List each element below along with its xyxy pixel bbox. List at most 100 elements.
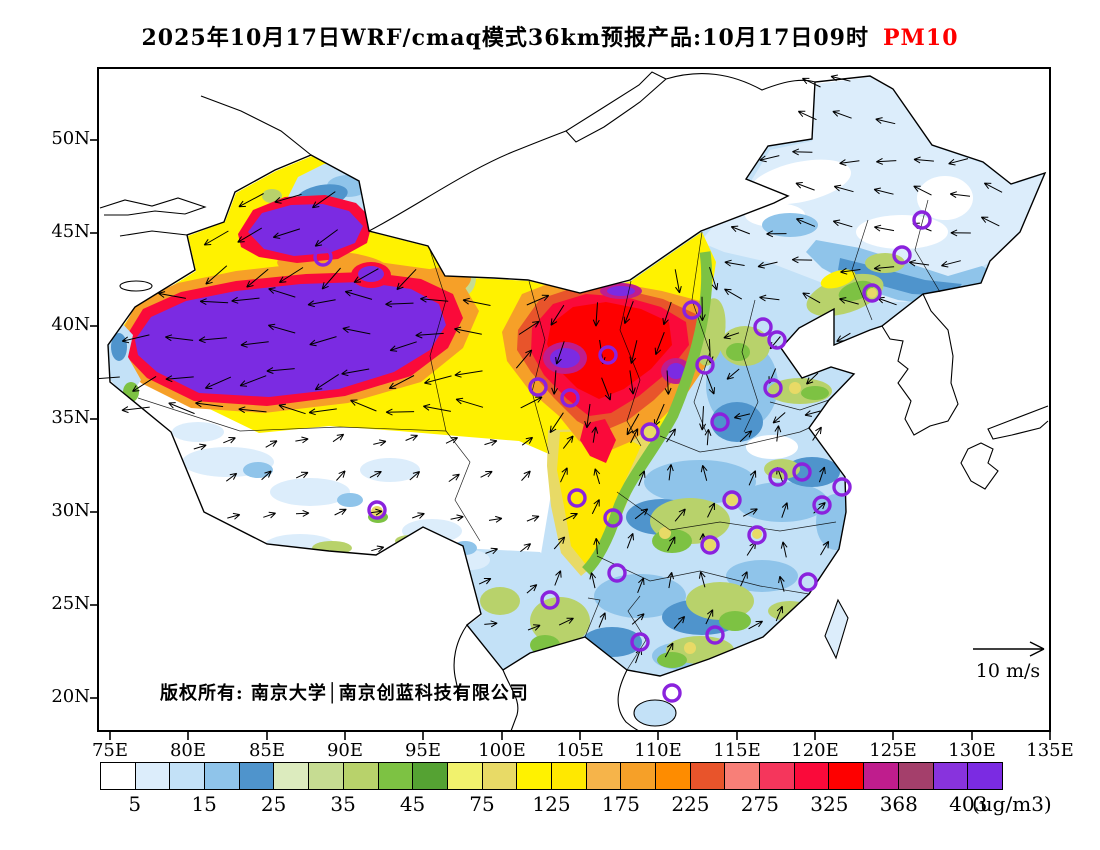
contour-region [789, 382, 801, 394]
mongolia-north-border [368, 130, 567, 232]
hainan-island [633, 699, 677, 727]
wind-scale-arrow [973, 641, 1045, 657]
contour-region [704, 539, 716, 551]
contour-region [686, 582, 754, 620]
lon-tick-label: 75E [91, 740, 129, 761]
colorbar-cell [759, 762, 795, 790]
station-marker [313, 247, 333, 267]
contour-region [667, 363, 685, 379]
contour-region [856, 215, 948, 249]
colorbar-cell [481, 762, 518, 790]
colorbar-cell [585, 762, 622, 790]
station-marker [603, 508, 623, 528]
station-marker [862, 283, 882, 303]
lat-tick-label: 35N [51, 407, 90, 428]
lon-tick-label: 130E [948, 740, 996, 761]
colorbar-tick-label: 403 [949, 792, 988, 816]
kyrgyz-border [119, 230, 188, 237]
title-text: 2025年10月17日WRF/cmaq模式36km预报产品:10月17日09时 [141, 25, 869, 51]
station-marker [832, 477, 852, 497]
colorbar-cell [828, 762, 865, 790]
contour-region [801, 386, 829, 400]
page-title: 2025年10月17日WRF/cmaq模式36km预报产品:10月17日09时 P… [0, 20, 1100, 52]
mongolia-ne-border [665, 73, 816, 91]
station-marker [528, 377, 548, 397]
station-marker [753, 317, 773, 337]
station-marker [662, 683, 682, 703]
colorbar-tick-label: 175 [601, 792, 641, 816]
colorbar [100, 762, 1003, 790]
colorbar-cell [932, 762, 969, 790]
japan-kyushu [960, 442, 999, 490]
contour-region [659, 527, 671, 539]
colorbar-cell [134, 762, 171, 790]
contour-region [248, 204, 363, 256]
contour-region [719, 611, 751, 631]
colorbar-cell [863, 762, 899, 790]
station-marker [598, 345, 618, 365]
station-marker [700, 535, 720, 555]
contour-region [643, 425, 657, 439]
lon-tick-label: 125E [869, 740, 917, 761]
lon-tick-label: 85E [248, 740, 286, 761]
pollutant-label: PM10 [883, 25, 959, 51]
contour-region [752, 529, 762, 539]
contour-region [746, 435, 798, 459]
colorbar-cell [897, 762, 934, 790]
contour-region [135, 282, 446, 397]
contour-region [684, 642, 696, 654]
contour-region [557, 431, 641, 566]
lon-tick-label: 95E [404, 740, 442, 761]
contour-region [337, 493, 363, 507]
irtysh-line [200, 95, 312, 156]
colorbar-cell [308, 762, 344, 790]
station-marker [705, 625, 725, 645]
colorbar-cell [238, 762, 275, 790]
station-marker [540, 590, 560, 610]
station-marker [640, 422, 660, 442]
colorbar-cell [793, 762, 830, 790]
lake-baikal [565, 71, 667, 143]
station-marker [912, 210, 932, 230]
province-borders [137, 199, 941, 671]
lon-tick-label: 80E [169, 740, 207, 761]
colorbar-cell [342, 762, 379, 790]
contour-region [547, 302, 672, 399]
contour-region [726, 343, 750, 361]
contour-region [736, 482, 828, 522]
colorbar-cell [516, 762, 552, 790]
neighbor-coastlines [99, 71, 1049, 731]
lon-tick-label: 110E [634, 740, 682, 761]
colorbar-cell [169, 762, 206, 790]
lon-tick-label: 115E [713, 740, 761, 761]
colorbar-tick-label: 275 [740, 792, 779, 816]
station-marker [630, 632, 650, 652]
japan-honshu [987, 405, 1049, 440]
station-marker [798, 572, 818, 592]
colorbar-tick-label: 325 [810, 792, 849, 816]
copyright-text: 版权所有: 南京大学│南京创蓝科技有限公司 [160, 683, 529, 704]
lon-tick-label: 120E [791, 740, 839, 761]
station-markers [313, 210, 932, 703]
colorbar-cell [412, 762, 448, 790]
colorbar-cell [273, 762, 310, 790]
lon-tick-label: 90E [326, 740, 364, 761]
colorbar-cell [377, 762, 414, 790]
lat-tick-label: 30N [51, 500, 90, 521]
map-content [98, 71, 1049, 731]
contour-region [377, 198, 401, 214]
colorbar-tick-label: 15 [191, 792, 217, 816]
colorbar-units: (ug/m3) [972, 792, 1052, 816]
lon-tick-label: 100E [478, 740, 526, 761]
contour-region [550, 348, 580, 368]
station-marker [560, 388, 580, 408]
colorbar-tick-label: 125 [532, 792, 571, 816]
colorbar-cell [967, 762, 1003, 790]
korea-coast [881, 293, 959, 436]
china-border [107, 75, 1047, 677]
contour-region [867, 288, 877, 298]
lat-tick-label: 45N [51, 221, 90, 242]
colorbar-tick-label: 5 [128, 792, 142, 816]
colorbar-cell [724, 762, 761, 790]
